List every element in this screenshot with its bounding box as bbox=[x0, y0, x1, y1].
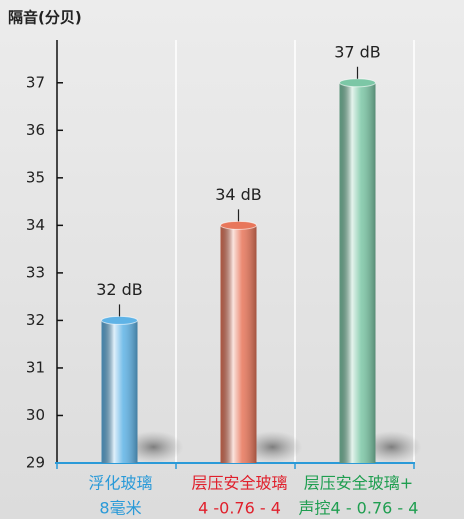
y-tick-label: 30 bbox=[26, 406, 45, 424]
bar-top bbox=[101, 315, 138, 325]
bar-shine bbox=[339, 82, 376, 464]
bar-shadow bbox=[242, 431, 303, 463]
bar-top bbox=[220, 220, 257, 230]
chart-title: 隔音(分贝) bbox=[8, 9, 82, 27]
y-tick-label: 37 bbox=[26, 73, 45, 91]
bar-shine bbox=[101, 320, 138, 463]
value-label: 37 dB bbox=[334, 42, 381, 61]
x-tick-label: 4 -0.76 - 4 bbox=[198, 499, 281, 518]
y-tick-label: 29 bbox=[26, 454, 45, 472]
y-tick-label: 32 bbox=[26, 311, 45, 329]
x-tick-label: 声控4 - 0.76 - 4 bbox=[299, 499, 419, 518]
bar-top bbox=[339, 78, 376, 88]
y-tick-label: 36 bbox=[26, 121, 45, 139]
bar-shine bbox=[220, 225, 257, 463]
x-tick-label: 浮化玻璃 bbox=[88, 474, 152, 493]
x-tick-label: 层压安全玻璃 bbox=[191, 474, 287, 493]
bar-shadow bbox=[123, 431, 184, 463]
x-tick-label: 层压安全玻璃+ bbox=[304, 474, 413, 493]
value-label: 34 dB bbox=[215, 185, 262, 204]
y-tick-label: 34 bbox=[26, 216, 45, 234]
y-tick-label: 31 bbox=[26, 358, 45, 376]
bar-shadow bbox=[361, 431, 422, 463]
y-tick-label: 35 bbox=[26, 168, 45, 186]
value-label: 32 dB bbox=[96, 280, 143, 299]
y-tick-label: 33 bbox=[26, 263, 45, 281]
x-tick-label: 8毫米 bbox=[99, 499, 141, 518]
